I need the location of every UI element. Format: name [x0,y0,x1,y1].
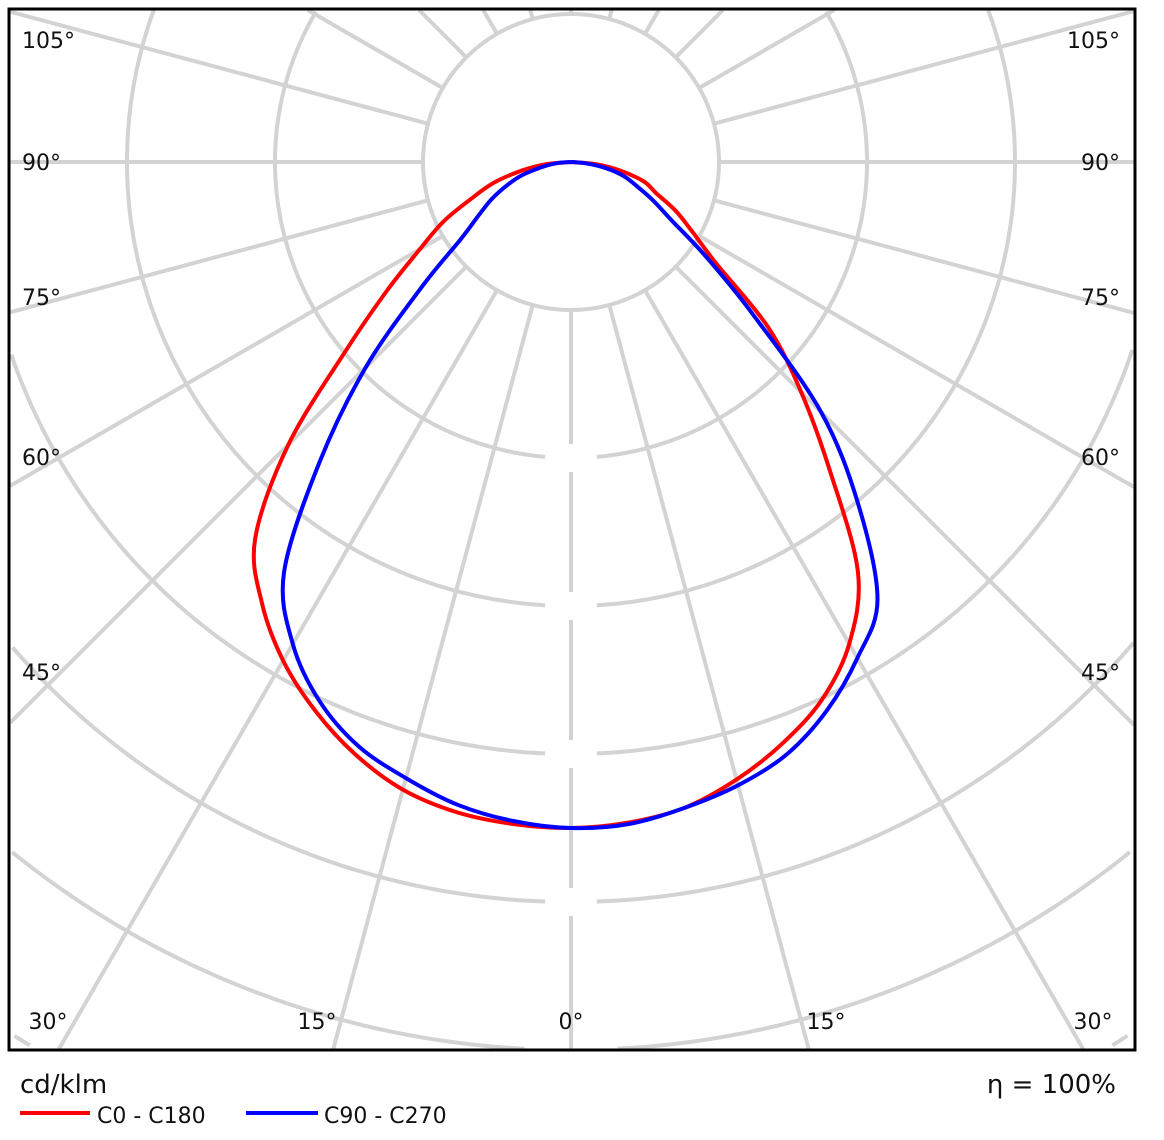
curves [251,160,880,831]
series-c90-c270-curve [280,160,880,831]
grid-ray [713,10,1134,126]
grid-ring [13,1034,1129,1048]
grid-ray [607,304,811,1049]
plot-frame [7,7,1137,1052]
angle-label-left-60: 60° [22,446,61,471]
grid-ray [713,198,1134,315]
legend-label-c0-c180: C0 - C180 [97,1104,206,1129]
grid-ray [528,10,535,20]
angle-label-right-90: 90° [1081,151,1120,176]
grid-ray [10,10,429,126]
angle-label-bottom-30-left: 30° [29,1010,68,1035]
angle-label-bottom-0: 0° [559,1010,584,1035]
angle-label-right-60: 60° [1081,446,1120,471]
unit-label: cd/klm [20,1070,107,1100]
grid-ray [481,10,499,35]
angle-label-left-75: 75° [22,286,61,311]
grid-ring [125,10,1017,608]
grid-ray [674,10,725,59]
efficiency-label: η = 100% [987,1070,1116,1100]
radial-label-gap [545,444,597,472]
grid-ray [306,10,444,90]
radial-label-gap [545,740,597,768]
angle-label-bottom-15-right: 15° [807,1010,846,1035]
grid-ray [674,265,1134,727]
grid-ray [698,10,836,90]
angle-label-bottom-30-right: 30° [1074,1010,1113,1035]
grid-ray [10,265,468,725]
angle-label-left-105: 105° [22,29,75,54]
angle-label-right-75: 75° [1081,286,1120,311]
polar-grid [10,10,1134,1049]
grid-ring [10,349,1134,756]
grid-ring [10,850,1132,1049]
angle-label-left-45: 45° [22,661,61,686]
grid-ray [331,304,535,1049]
grid-ray [10,198,429,315]
angle-label-right-45: 45° [1081,661,1120,686]
grid-ray [417,10,468,59]
grid-ring [11,641,1134,904]
angle-label-right-105: 105° [1067,29,1120,54]
angle-label-bottom-15-left: 15° [298,1010,337,1035]
series-c0-c180-curve [251,160,861,831]
grid-ray [643,10,661,35]
grid-ray [57,289,499,1049]
grid-ray [607,10,614,20]
grid-ray [698,234,1134,489]
radial-label-gap [545,592,597,620]
grid-ray [10,234,444,488]
radial-label-gap [545,888,597,916]
legend-label-c90-c270: C90 - C270 [324,1104,447,1129]
angle-label-left-90: 90° [22,151,61,176]
grid-ray [643,289,1085,1049]
